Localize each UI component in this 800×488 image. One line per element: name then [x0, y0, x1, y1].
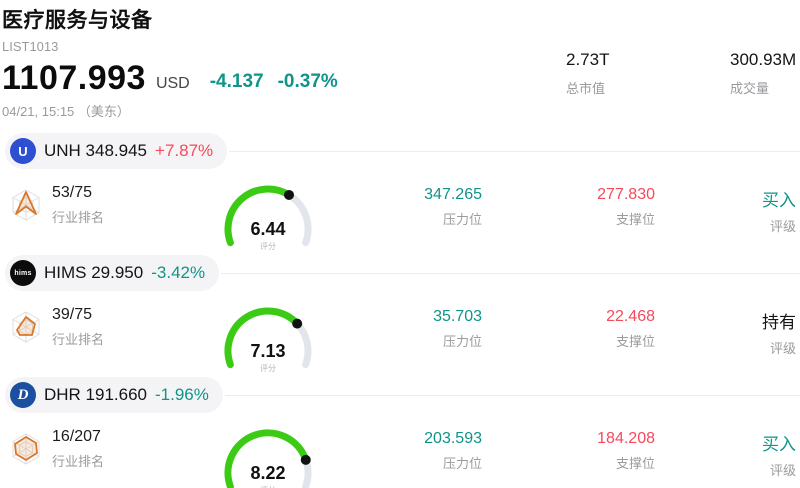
resistance-metric: 35.703 压力位	[328, 304, 490, 350]
gauge-score-label: 评分	[260, 486, 276, 488]
resistance-label: 压力位	[442, 212, 482, 227]
rating-value: 买入	[762, 191, 796, 210]
index-change-percent: -0.37%	[277, 71, 338, 92]
row-divider	[221, 272, 800, 274]
stock-change-percent: -1.96%	[155, 385, 209, 404]
support-metric: 184.208 支撑位	[490, 426, 663, 472]
radar-chart-icon	[8, 187, 44, 223]
header: 医疗服务与设备 LIST1013 1107.993 USD -4.137 -0.…	[0, 0, 800, 133]
stock-pill[interactable]: hims HIMS 29.950 -3.42%	[5, 255, 220, 291]
stock-pill[interactable]: D DHR 191.660 -1.96%	[5, 377, 223, 413]
radar-chart-icon	[8, 309, 44, 345]
market-cap-stat: 2.73T 总市值	[566, 50, 609, 97]
score-gauge: 6.44 评分	[216, 182, 320, 265]
industry-rank-block: 16/207 行业排名	[8, 426, 216, 470]
resistance-value: 35.703	[433, 308, 482, 325]
industry-rank-block: 39/75 行业排名	[8, 304, 216, 348]
stock-change-percent: -3.42%	[151, 263, 206, 282]
support-value: 277.830	[597, 186, 655, 203]
rating-value: 持有	[762, 313, 796, 332]
industry-rank-block: 53/75 行业排名	[8, 182, 216, 226]
support-value: 22.468	[606, 308, 655, 325]
stock-list: U UNH 348.945 +7.87% 53/75 行业排名 6.44 评分	[0, 133, 800, 488]
gauge-score-value: 6.44	[250, 219, 285, 239]
support-metric: 277.830 支撑位	[490, 182, 663, 228]
stock-row: D DHR 191.660 -1.96% 16/207 行业排名 8.22 评分	[0, 377, 800, 488]
list-id: LIST1013	[2, 39, 59, 54]
rating-label: 评级	[769, 341, 796, 356]
industry-rank-label: 行业排名	[52, 210, 105, 225]
industry-rank-value: 53/75	[52, 184, 93, 201]
score-gauge: 7.13 评分	[216, 304, 320, 387]
rating-block: 持有 评级	[663, 304, 800, 357]
stock-pill-row: hims HIMS 29.950 -3.42%	[5, 255, 800, 291]
currency-label: USD	[155, 75, 190, 92]
index-change: -4.137	[209, 71, 264, 92]
industry-rank-label: 行业排名	[52, 454, 105, 469]
stock-pill-row: D DHR 191.660 -1.96%	[5, 377, 800, 413]
rating-block: 买入 评级	[663, 426, 800, 479]
stock-pill-row: U UNH 348.945 +7.87%	[5, 133, 800, 169]
market-cap-value: 2.73T	[566, 50, 610, 69]
resistance-label: 压力位	[442, 334, 482, 349]
stock-row: U UNH 348.945 +7.87% 53/75 行业排名 6.44 评分	[0, 133, 800, 255]
stock-symbol-price: DHR 191.660	[44, 385, 148, 404]
industry-rank-value: 16/207	[52, 428, 101, 445]
gauge-needle-dot	[300, 454, 311, 465]
index-price: 1107.993	[2, 59, 146, 97]
resistance-value: 203.593	[424, 430, 482, 447]
rating-block: 买入 评级	[663, 182, 800, 235]
rating-label: 评级	[769, 463, 796, 478]
industry-rank-value: 39/75	[52, 306, 93, 323]
stock-symbol-price: UNH 348.945	[44, 141, 148, 160]
industry-rank-label: 行业排名	[52, 332, 105, 347]
gauge-needle-dot	[292, 318, 303, 329]
support-value: 184.208	[597, 430, 655, 447]
page-title: 医疗服务与设备	[2, 9, 153, 32]
support-label: 支撑位	[615, 212, 655, 227]
support-label: 支撑位	[615, 456, 655, 471]
resistance-value: 347.265	[424, 186, 482, 203]
rating-label: 评级	[769, 219, 796, 234]
stock-row: hims HIMS 29.950 -3.42% 39/75 行业排名 7.13 …	[0, 255, 800, 377]
support-metric: 22.468 支撑位	[490, 304, 663, 350]
stock-logo-icon: hims	[10, 260, 36, 286]
stock-logo-icon: D	[10, 382, 36, 408]
radar-chart-icon	[8, 431, 44, 467]
row-divider	[224, 394, 800, 396]
gauge-score-label: 评分	[260, 364, 276, 373]
stock-change-percent: +7.87%	[155, 141, 214, 160]
volume-value: 300.93M	[730, 50, 797, 69]
market-cap-label: 总市值	[566, 81, 606, 96]
stock-detail-row: 39/75 行业排名 7.13 评分 35.703 压力位 22.468 支撑位…	[0, 304, 800, 387]
stock-pill[interactable]: U UNH 348.945 +7.87%	[5, 133, 228, 169]
score-gauge: 8.22 评分	[216, 426, 320, 488]
stock-symbol-price: HIMS 29.950	[44, 263, 144, 282]
gauge-needle-dot	[284, 189, 295, 200]
gauge-score-label: 评分	[260, 242, 276, 251]
resistance-metric: 347.265 压力位	[328, 182, 490, 228]
volume-label: 成交量	[730, 81, 770, 96]
rating-value: 买入	[762, 435, 796, 454]
gauge-score-value: 7.13	[250, 341, 285, 361]
volume-stat: 300.93M 成交量	[730, 50, 796, 97]
gauge-score-value: 8.22	[250, 463, 285, 483]
stock-logo-icon: U	[10, 138, 36, 164]
resistance-metric: 203.593 压力位	[328, 426, 490, 472]
stock-detail-row: 53/75 行业排名 6.44 评分 347.265 压力位 277.830 支…	[0, 182, 800, 265]
index-price-row: 1107.993 USD -4.137 -0.37%	[2, 61, 800, 95]
stock-detail-row: 16/207 行业排名 8.22 评分 203.593 压力位 184.208 …	[0, 426, 800, 488]
support-label: 支撑位	[615, 334, 655, 349]
resistance-label: 压力位	[442, 456, 482, 471]
row-divider	[229, 150, 800, 152]
timestamp: 04/21, 15:15 （美东）	[2, 104, 130, 119]
